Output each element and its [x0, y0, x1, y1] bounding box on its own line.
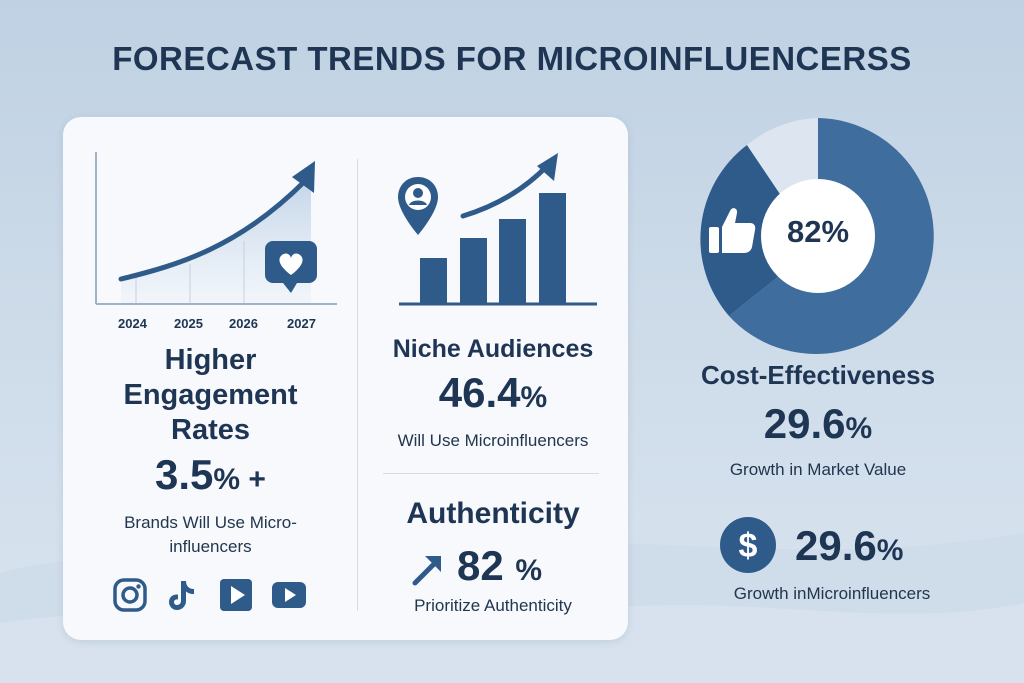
instagram-icon	[113, 578, 147, 612]
user-pin-icon	[398, 177, 438, 235]
year-label: 2024	[118, 316, 147, 331]
authenticity-heading: Authenticity	[406, 497, 580, 530]
column-divider	[357, 159, 358, 611]
cost-description: Growth in Market Value	[729, 460, 907, 479]
heart-icon	[265, 241, 317, 293]
engagement-growth-chart	[95, 152, 337, 305]
year-label: 2025	[174, 316, 203, 331]
year-label: 2026	[229, 316, 258, 331]
authenticity-description: Prioritize Authenticity	[414, 596, 572, 615]
dollar-icon: $	[720, 517, 776, 573]
cost-value: 29.6%	[763, 400, 873, 447]
growth-value: 29.6%	[795, 522, 904, 569]
engagement-heading: Higher Engagement Rates	[123, 344, 298, 446]
svg-text:$: $	[739, 527, 758, 565]
niche-bar-chart	[399, 153, 597, 306]
growth-description: Growth inMicroinfluencers	[733, 584, 931, 603]
cost-heading: Cost-Effectiveness	[700, 360, 936, 390]
thumbs-up-icon	[709, 208, 756, 253]
niche-heading: Niche Audiences	[392, 335, 594, 363]
niche-value: 46.4%	[438, 369, 548, 416]
year-label: 2027	[287, 316, 316, 331]
authenticity-value: 82 %	[457, 542, 543, 589]
donut-center-label: 82%	[786, 214, 850, 249]
section-divider	[383, 473, 599, 474]
engagement-value: 3.5% +	[155, 451, 266, 498]
up-right-arrow-icon	[412, 556, 441, 586]
youtube-icon	[272, 582, 306, 608]
engagement-description: Brands Will Use Micro- influencers	[124, 513, 297, 556]
niche-description: Will Use Microinfluencers	[397, 431, 589, 450]
play-icon	[220, 579, 252, 611]
cost-donut-chart	[700, 118, 934, 354]
stats-card: 2024 2025 2026 2027 Higher Engagement Ra…	[63, 117, 628, 640]
page-title: FORECAST TRENDS FOR MICROINFLUENCERSS	[112, 40, 912, 77]
tiktok-icon	[169, 581, 194, 610]
